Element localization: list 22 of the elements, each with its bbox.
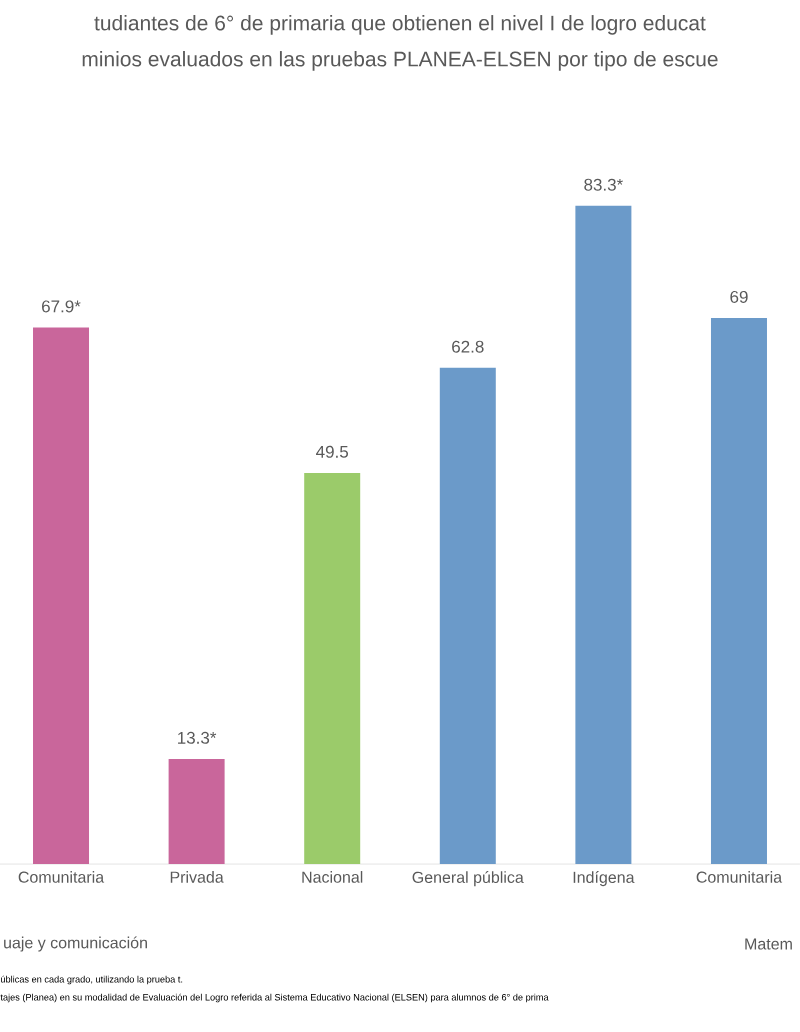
data-label: 49.5: [316, 445, 349, 458]
data-label: 83.3*: [584, 178, 623, 191]
bar: [575, 205, 632, 864]
data-label: 67.9*: [42, 300, 81, 313]
text: Matem: [745, 938, 792, 950]
x-tick-label: Comunitaria: [696, 871, 783, 883]
x-tick-label: Indígena: [573, 871, 635, 887]
data-label: 69: [730, 290, 748, 303]
x-tick-label: Comunitaria: [18, 871, 105, 883]
data-label: 13.3*: [178, 731, 217, 744]
bar: [33, 327, 90, 864]
bar: [168, 758, 225, 864]
x-tick-label: General pública: [412, 871, 524, 887]
chart-subtitle: minios evaluados en las pruebas PLANEA-ELSEN por tipo de escue: [82, 51, 718, 71]
bar: [439, 367, 496, 864]
x-tick-label: Privada: [170, 871, 224, 883]
bar: [710, 318, 767, 864]
data-label: 62.8: [452, 340, 484, 353]
bar: [304, 472, 361, 864]
text: uaje y comunicación: [4, 936, 147, 952]
x-tick-label: Nacional: [302, 871, 363, 883]
chart-title: tudiantes de 6° de primaria que obtienen el nivel I de logro educat: [94, 15, 706, 35]
